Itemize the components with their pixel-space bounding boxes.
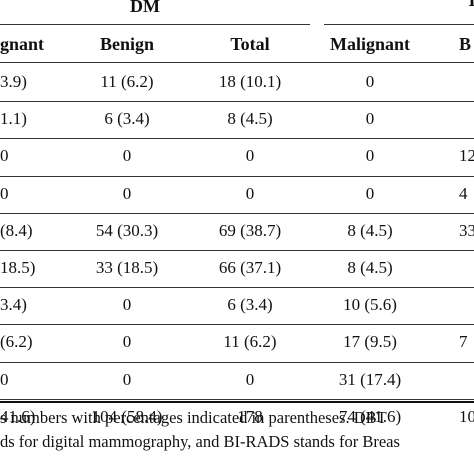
header-rule	[0, 62, 474, 63]
table-cell: 0	[365, 146, 375, 166]
table-cell: 33	[459, 220, 474, 240]
col-header-malignant-dbt: Malignant	[329, 34, 411, 54]
table-cell: 104 (58.4)	[91, 406, 163, 426]
row-divider	[0, 398, 474, 400]
dbt-group-rule	[324, 24, 474, 25]
table-cell: 54 (30.3)	[95, 220, 159, 240]
footnote-line-2: ds for digital mammography, and BI-RADS …	[0, 432, 400, 451]
table-cell: 8 (4.5)	[347, 258, 393, 277]
table-cell: 18 (10.1)	[218, 72, 282, 91]
table-cell: 0	[245, 183, 255, 203]
col-header-total-dm: Total	[230, 34, 270, 54]
table-cell: 69 (38.7)	[218, 220, 282, 240]
row-divider	[0, 212, 474, 214]
table-cell: 6 (3.4)	[227, 295, 273, 315]
table-cell: 178	[237, 406, 263, 426]
table-cell: 3.4)	[0, 295, 27, 315]
col-header-benign-dbt: B	[459, 34, 472, 54]
table-cell: 74 (41.6)	[338, 406, 402, 426]
table-cell: (6.2)	[0, 332, 33, 352]
table-cell: 0	[122, 146, 132, 166]
table-cell: 0	[365, 183, 375, 203]
col-header-benign-dm: Benign	[99, 34, 155, 54]
row-divider	[0, 361, 474, 363]
table-cell: 0	[0, 146, 9, 166]
table-cell: 0	[122, 183, 132, 203]
row-divider	[0, 138, 474, 140]
table-cell: 4	[459, 183, 468, 203]
group-header-dm: DM	[130, 0, 160, 16]
table-cell: 17 (9.5)	[343, 332, 397, 352]
table-cell: 7	[459, 332, 468, 352]
table-cell: 12	[459, 146, 474, 166]
table-cell: 33 (18.5)	[95, 258, 159, 277]
table-cell: 11 (6.2)	[100, 72, 154, 91]
row-divider	[0, 250, 474, 251]
table-cell: 0	[122, 369, 132, 389]
table-cell: 0	[0, 369, 9, 389]
group-header-dbt: T	[466, 0, 474, 10]
row-divider	[0, 101, 474, 103]
row-divider	[0, 324, 474, 326]
col-header-malignant-dm: gnant	[0, 34, 45, 54]
row-divider	[0, 287, 474, 289]
table-cell: 8 (4.5)	[227, 109, 273, 129]
table-bottom-rule	[0, 401, 474, 403]
table-cell: 18.5)	[0, 258, 36, 277]
table-cell: 41.6)	[0, 406, 36, 426]
table-cell: 10 (5.6)	[343, 295, 397, 315]
table-cell: 0	[0, 183, 9, 203]
table-cell: 0	[245, 369, 255, 389]
table-cell: 6 (3.4)	[104, 109, 150, 129]
table-cell: 0	[365, 72, 375, 91]
table-cell: 31 (17.4)	[338, 369, 402, 389]
table-cell: 0	[122, 332, 132, 352]
footnote-line-1: s numbers with percentages indicated in …	[0, 408, 387, 427]
table-cell: 0	[365, 109, 375, 129]
table-cell: 66 (37.1)	[218, 258, 282, 277]
table-cell: 0	[122, 295, 132, 315]
table-cell: 11 (6.2)	[223, 332, 277, 352]
table-cell: 3.9)	[0, 72, 27, 91]
table-cell: 10	[459, 406, 474, 426]
table-cell: 8 (4.5)	[347, 220, 393, 240]
table-cell: (8.4)	[0, 220, 33, 240]
table-cell: 1.1)	[0, 109, 27, 129]
row-divider	[0, 175, 474, 177]
table-cell: 0	[245, 146, 255, 166]
dm-group-rule	[0, 24, 310, 25]
